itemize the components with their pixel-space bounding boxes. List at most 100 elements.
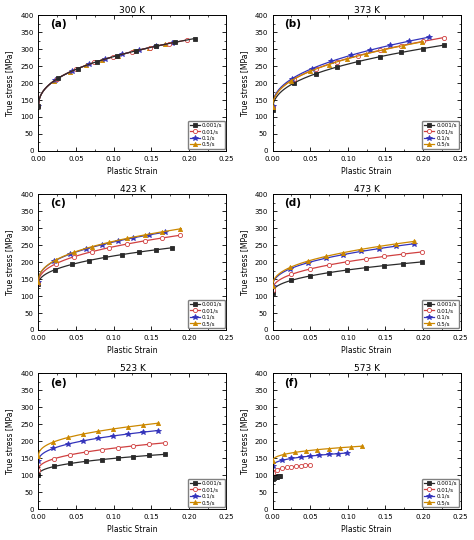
0.1/s <box>403 39 409 45</box>
0.001/s <box>274 473 280 480</box>
0.001/s <box>270 476 275 482</box>
0.001/s <box>36 470 42 476</box>
Line: 0.01/s: 0.01/s <box>271 35 448 109</box>
0.1/s <box>171 39 177 46</box>
Y-axis label: True stress [MPa]: True stress [MPa] <box>6 230 15 295</box>
0.5/s <box>36 450 42 456</box>
Line: 0.001/s: 0.001/s <box>36 36 199 109</box>
0.1/s <box>333 450 339 457</box>
Title: 573 K: 573 K <box>354 364 380 373</box>
0.001/s <box>277 473 283 480</box>
0.5/s <box>325 446 331 452</box>
0.01/s <box>125 50 130 56</box>
Line: 0.5/s: 0.5/s <box>271 444 365 463</box>
0.5/s <box>36 98 42 104</box>
0.01/s <box>301 462 307 469</box>
0.5/s <box>156 420 162 427</box>
0.001/s <box>270 476 275 482</box>
0.001/s <box>427 44 432 51</box>
0.1/s <box>158 42 164 49</box>
0.01/s <box>427 37 432 43</box>
Text: (d): (d) <box>284 199 301 208</box>
Legend: 0.001/s, 0.01/s, 0.1/s, 0.5/s: 0.001/s, 0.01/s, 0.1/s, 0.5/s <box>422 300 459 328</box>
0.01/s <box>293 463 299 469</box>
Text: (f): (f) <box>284 377 298 388</box>
0.1/s <box>36 278 41 285</box>
0.5/s <box>357 246 363 253</box>
X-axis label: Plastic Strain: Plastic Strain <box>341 525 392 535</box>
Line: 0.1/s: 0.1/s <box>270 241 419 289</box>
Title: 473 K: 473 K <box>354 185 380 194</box>
0.01/s <box>36 276 42 282</box>
0.001/s <box>359 265 365 272</box>
Legend: 0.001/s, 0.01/s, 0.1/s, 0.5/s: 0.001/s, 0.01/s, 0.1/s, 0.5/s <box>188 120 225 149</box>
0.1/s <box>413 240 419 247</box>
0.01/s <box>270 287 275 293</box>
0.001/s <box>36 97 42 104</box>
0.01/s <box>308 462 313 468</box>
0.1/s <box>36 274 42 280</box>
0.01/s <box>128 49 133 56</box>
0.5/s <box>400 240 405 246</box>
Line: 0.01/s: 0.01/s <box>36 441 168 472</box>
0.5/s <box>107 426 113 433</box>
0.01/s <box>112 445 118 451</box>
0.1/s <box>270 103 275 109</box>
0.001/s <box>270 287 276 293</box>
0.1/s <box>357 248 363 255</box>
0.001/s <box>397 261 402 267</box>
0.5/s <box>111 53 117 60</box>
X-axis label: Plastic Strain: Plastic Strain <box>107 346 158 355</box>
0.5/s <box>137 422 143 429</box>
Line: 0.001/s: 0.001/s <box>36 246 176 286</box>
0.01/s <box>271 98 276 105</box>
0.01/s <box>36 97 42 104</box>
Line: 0.1/s: 0.1/s <box>270 34 433 109</box>
0.5/s <box>143 45 149 52</box>
Line: 0.1/s: 0.1/s <box>270 450 351 469</box>
0.1/s <box>355 249 361 255</box>
Legend: 0.001/s, 0.01/s, 0.1/s, 0.5/s: 0.001/s, 0.01/s, 0.1/s, 0.5/s <box>422 479 459 508</box>
0.01/s <box>121 241 127 248</box>
0.5/s <box>152 43 157 50</box>
0.5/s <box>406 41 412 48</box>
0.5/s <box>109 426 115 433</box>
0.1/s <box>111 239 117 245</box>
0.1/s <box>390 244 396 250</box>
0.001/s <box>130 49 136 55</box>
0.01/s <box>416 39 421 45</box>
0.01/s <box>172 39 178 45</box>
0.5/s <box>355 247 361 253</box>
0.1/s <box>107 433 112 440</box>
X-axis label: Plastic Strain: Plastic Strain <box>341 346 392 355</box>
0.001/s <box>132 48 138 54</box>
X-axis label: Plastic Strain: Plastic Strain <box>341 167 392 176</box>
0.001/s <box>271 101 276 107</box>
0.01/s <box>143 441 149 448</box>
0.1/s <box>345 450 351 456</box>
Line: 0.01/s: 0.01/s <box>271 463 312 475</box>
0.01/s <box>125 50 131 56</box>
0.1/s <box>112 239 118 245</box>
0.5/s <box>179 226 184 232</box>
0.01/s <box>165 234 171 240</box>
0.1/s <box>270 283 275 289</box>
0.001/s <box>36 103 41 110</box>
0.1/s <box>270 463 275 470</box>
0.5/s <box>156 229 162 235</box>
0.5/s <box>36 274 42 280</box>
0.1/s <box>107 433 113 440</box>
0.1/s <box>36 458 41 464</box>
0.5/s <box>36 103 41 110</box>
0.01/s <box>373 48 379 55</box>
0.1/s <box>152 231 157 237</box>
0.001/s <box>277 472 283 479</box>
0.1/s <box>315 452 320 458</box>
0.5/s <box>270 104 275 110</box>
0.01/s <box>120 241 126 248</box>
0.5/s <box>164 41 169 48</box>
0.1/s <box>118 51 124 58</box>
X-axis label: Plastic Strain: Plastic Strain <box>107 525 158 535</box>
0.1/s <box>156 427 162 434</box>
0.001/s <box>406 260 412 266</box>
